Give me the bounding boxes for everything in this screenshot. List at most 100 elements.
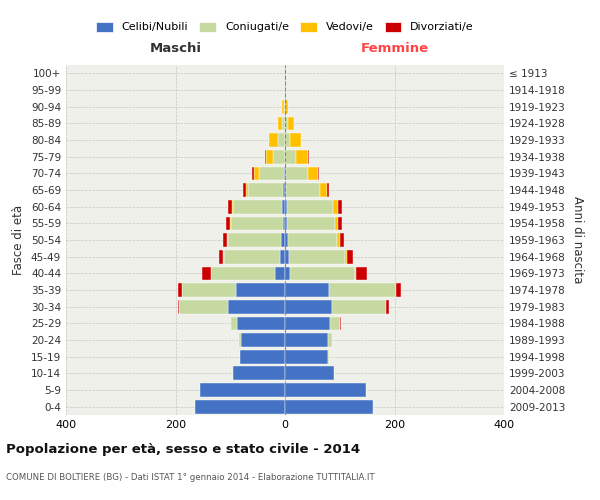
Bar <box>223 233 227 247</box>
Bar <box>308 150 309 164</box>
Bar <box>345 250 347 264</box>
Bar <box>333 200 338 213</box>
Bar <box>226 216 230 230</box>
Bar <box>236 283 285 297</box>
Bar <box>286 183 320 197</box>
Bar <box>285 383 366 397</box>
Bar <box>355 266 356 280</box>
Bar <box>269 133 278 147</box>
Text: Femmine: Femmine <box>361 42 428 55</box>
Bar <box>211 266 275 280</box>
Bar <box>285 333 328 347</box>
Bar <box>240 350 285 364</box>
Bar <box>285 250 289 264</box>
Bar <box>227 200 232 213</box>
Bar <box>287 216 335 230</box>
Bar <box>395 283 401 297</box>
Bar <box>285 100 288 114</box>
Bar <box>318 166 319 180</box>
Bar <box>288 233 337 247</box>
Bar <box>259 166 284 180</box>
Bar <box>282 116 285 130</box>
Bar <box>281 233 285 247</box>
Y-axis label: Anni di nascita: Anni di nascita <box>571 196 584 284</box>
Bar <box>290 266 355 280</box>
Bar <box>285 316 330 330</box>
Bar <box>275 266 285 280</box>
Bar <box>337 233 340 247</box>
Bar <box>245 183 248 197</box>
Bar <box>285 400 373 413</box>
Bar <box>285 83 286 97</box>
Bar <box>283 216 285 230</box>
Bar <box>285 116 288 130</box>
Bar <box>285 283 329 297</box>
Bar <box>320 183 326 197</box>
Bar <box>328 333 332 347</box>
Bar <box>228 233 281 247</box>
Bar <box>285 300 332 314</box>
Bar <box>285 366 334 380</box>
Bar <box>239 333 241 347</box>
Bar <box>332 300 386 314</box>
Bar <box>265 150 266 164</box>
Bar <box>248 183 283 197</box>
Legend: Celibi/Nubili, Coniugati/e, Vedovi/e, Divorziati/e: Celibi/Nubili, Coniugati/e, Vedovi/e, Di… <box>96 22 474 32</box>
Bar <box>284 166 285 180</box>
Bar <box>356 266 367 280</box>
Bar <box>251 166 254 180</box>
Bar <box>219 250 223 264</box>
Bar <box>286 166 308 180</box>
Bar <box>285 150 296 164</box>
Bar <box>338 200 342 213</box>
Bar <box>290 133 301 147</box>
Bar <box>285 183 286 197</box>
Bar <box>285 266 290 280</box>
Bar <box>232 200 233 213</box>
Bar <box>340 233 344 247</box>
Bar <box>330 316 340 330</box>
Bar <box>224 250 280 264</box>
Bar <box>243 183 245 197</box>
Bar <box>386 300 389 314</box>
Bar <box>285 133 290 147</box>
Bar <box>241 333 285 347</box>
Bar <box>284 100 285 114</box>
Bar <box>233 200 282 213</box>
Bar <box>232 216 283 230</box>
Bar <box>285 166 286 180</box>
Bar <box>347 250 353 264</box>
Bar <box>278 133 285 147</box>
Bar <box>282 100 284 114</box>
Bar <box>230 216 232 230</box>
Bar <box>329 283 395 297</box>
Bar <box>227 300 285 314</box>
Bar <box>179 300 227 314</box>
Bar <box>182 283 236 297</box>
Bar <box>194 400 285 413</box>
Bar <box>254 166 259 180</box>
Bar <box>308 166 318 180</box>
Bar <box>233 366 285 380</box>
Bar <box>338 216 343 230</box>
Bar <box>237 316 285 330</box>
Bar <box>283 183 285 197</box>
Bar <box>282 200 285 213</box>
Bar <box>289 250 345 264</box>
Bar <box>200 383 285 397</box>
Bar <box>178 300 179 314</box>
Bar <box>285 233 288 247</box>
Bar <box>296 150 308 164</box>
Bar <box>266 150 273 164</box>
Bar <box>288 116 295 130</box>
Bar <box>278 116 282 130</box>
Bar <box>285 350 328 364</box>
Bar <box>285 200 287 213</box>
Bar <box>328 350 329 364</box>
Bar <box>326 183 329 197</box>
Bar <box>280 250 285 264</box>
Text: Maschi: Maschi <box>149 42 202 55</box>
Bar <box>287 200 333 213</box>
Bar <box>232 316 237 330</box>
Bar <box>335 216 338 230</box>
